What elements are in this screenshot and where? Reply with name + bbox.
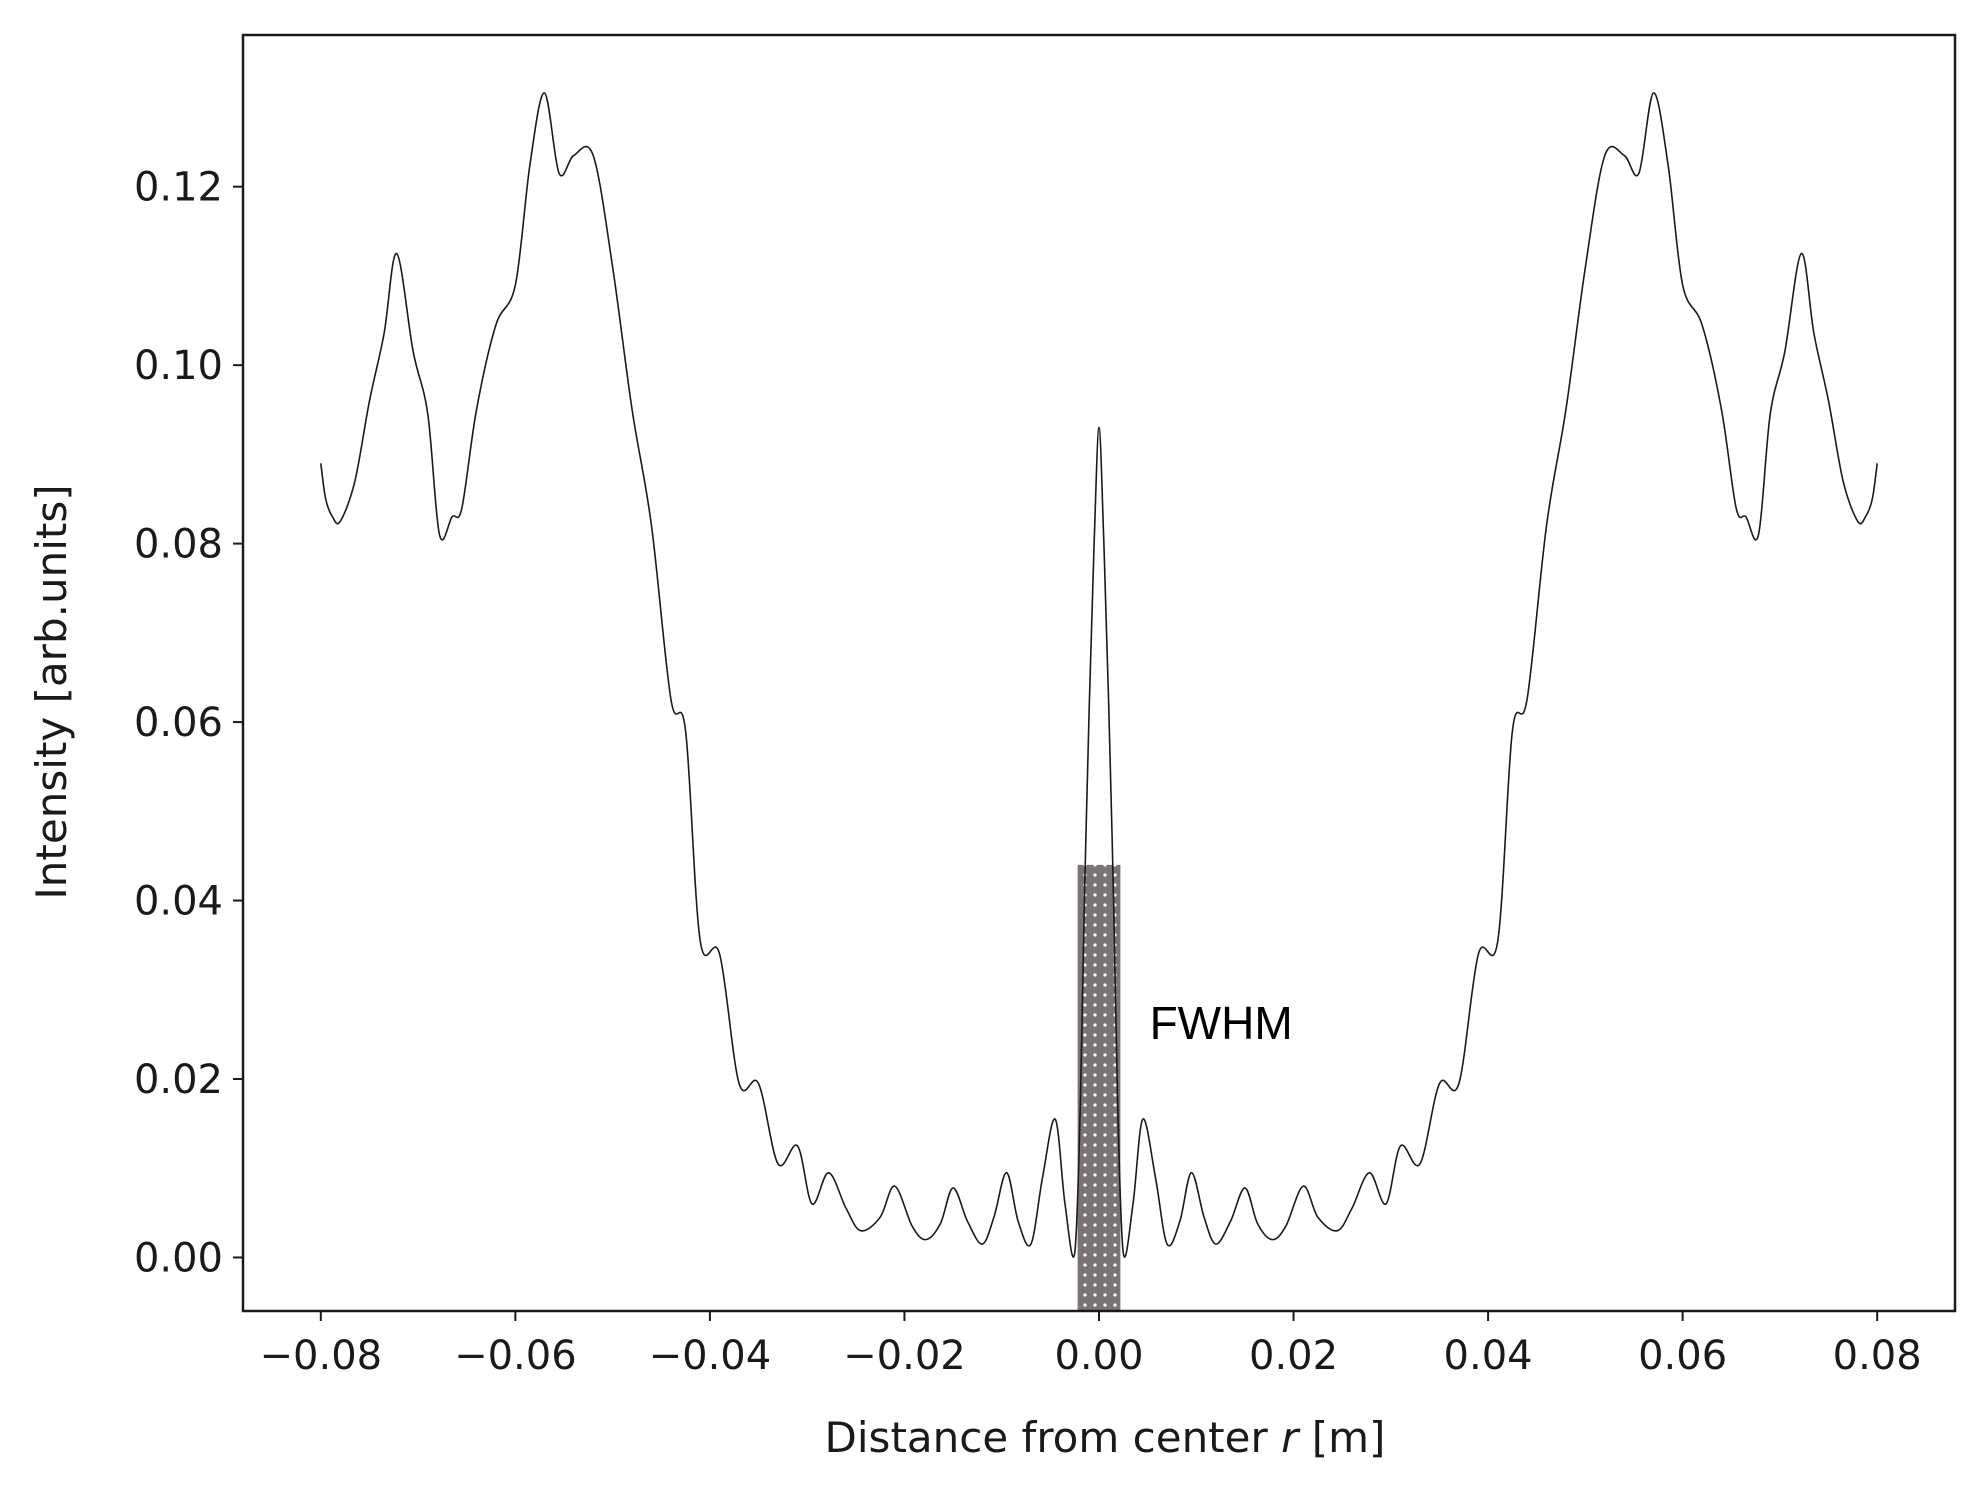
y-tick-label: 0.02 [134,1057,223,1103]
x-tick-label: 0.08 [1833,1333,1922,1379]
y-tick-label: 0.04 [134,879,223,925]
y-axis-label: Intensity [arb.units] [27,484,76,899]
y-tick-label: 0.08 [134,522,223,568]
y-tick-label: 0.10 [134,343,223,389]
x-axis-label-var: r [1281,1413,1301,1462]
x-tick-label: −0.02 [843,1333,966,1379]
y-axis-ticks: 0.00 0.02 0.04 0.06 0.08 0.10 0.12 [134,165,243,1281]
y-tick-label: 0.00 [134,1235,223,1281]
x-tick-label: −0.06 [454,1333,577,1379]
x-tick-label: 0.04 [1444,1333,1533,1379]
x-tick-label: −0.08 [260,1333,383,1379]
x-axis-label: Distance from center r [m] [825,1413,1386,1462]
fwhm-annotation: FWHM [1150,997,1293,1049]
x-tick-label: 0.06 [1638,1333,1727,1379]
fwhm-band-layer [1077,864,1121,1311]
series-layer [320,92,1878,1258]
x-axis-label-prefix: Distance from center [825,1413,1282,1462]
x-tick-label: −0.04 [649,1333,772,1379]
x-axis-label-suffix: [m] [1298,1413,1385,1462]
y-tick-label: 0.06 [134,700,223,746]
y-tick-label: 0.12 [134,165,223,211]
fwhm-band [1077,864,1121,1311]
x-tick-label: 0.00 [1054,1333,1143,1379]
x-tick-label: 0.02 [1249,1333,1338,1379]
x-axis-ticks: −0.08 −0.06 −0.04 −0.02 0.00 0.02 0.04 0.06 0.08 [260,1311,1922,1379]
intensity-line-0 [320,92,1878,1258]
